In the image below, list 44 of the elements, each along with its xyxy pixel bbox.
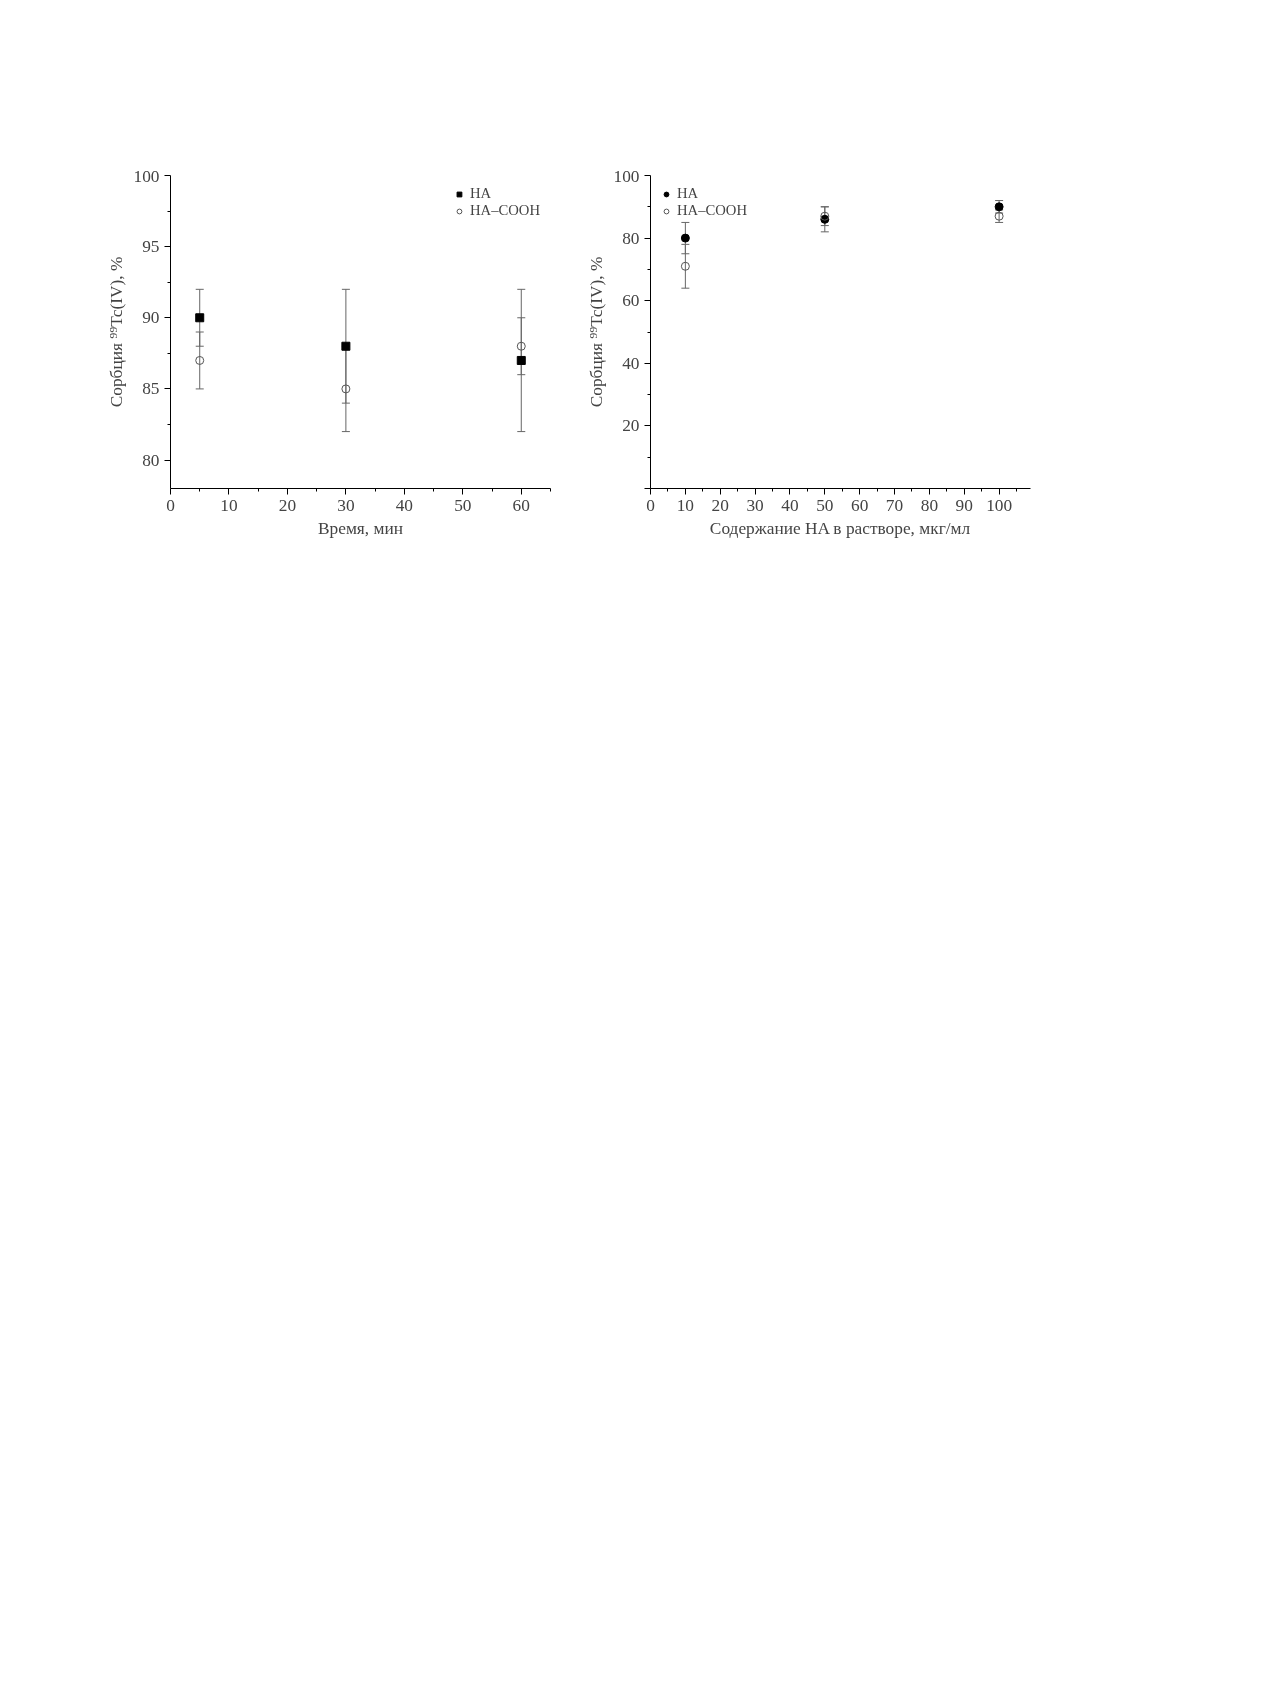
x-tick-label: 20 (711, 495, 729, 515)
legend-label: HA (469, 185, 492, 202)
x-tick-label: 80 (920, 495, 939, 515)
point (341, 341, 351, 351)
x-tick-label: 50 (816, 495, 834, 515)
x-tick-label: 30 (337, 495, 355, 515)
point (195, 355, 205, 365)
y-tick-label: 95 (142, 237, 160, 257)
point (680, 233, 690, 243)
x-tick-label: 10 (676, 495, 695, 515)
x-axis-title: Время, мин (317, 518, 404, 538)
x-tick-label: 10 (220, 495, 238, 515)
legend-label: HA–COOH (469, 202, 540, 219)
point (516, 355, 526, 365)
x-tick-label: 40 (781, 495, 799, 515)
point (680, 261, 690, 271)
y-axis-title: Сорбция ⁹⁹Tc(IV), % (586, 256, 606, 408)
x-tick-label: 0 (646, 495, 655, 515)
x-tick-label: 20 (278, 495, 297, 515)
x-tick-label: 60 (512, 495, 530, 515)
x-tick-label: 60 (851, 495, 869, 515)
x-tick-label: 100 (986, 495, 1013, 515)
x-axis-title: Содержание HA в растворе, мкг/мл (709, 518, 971, 538)
y-tick-label: 80 (142, 450, 160, 470)
y-tick-label: 80 (622, 228, 640, 248)
y-axis-title: Сорбция ⁹⁹Tc(IV), % (106, 256, 126, 408)
x-tick-label: 40 (395, 495, 414, 515)
x-tick-label: 90 (955, 495, 973, 515)
point (516, 341, 526, 351)
x-tick-label: 0 (166, 495, 175, 515)
legend-label: HA (677, 185, 699, 202)
x-tick-label: 50 (454, 495, 472, 515)
y-tick-label: 20 (622, 416, 640, 436)
x-tick-label: 70 (885, 495, 904, 515)
x-tick-label: 30 (746, 495, 764, 515)
y-tick-label: 90 (142, 308, 160, 328)
y-tick-label: 100 (133, 166, 160, 186)
point (195, 313, 205, 323)
y-tick-label: 60 (622, 291, 640, 311)
y-tick-label: 100 (613, 166, 640, 186)
y-tick-label: 85 (142, 379, 160, 399)
y-tick-label: 40 (622, 353, 640, 373)
point (341, 384, 351, 394)
legend-label: HA–COOH (677, 202, 748, 219)
